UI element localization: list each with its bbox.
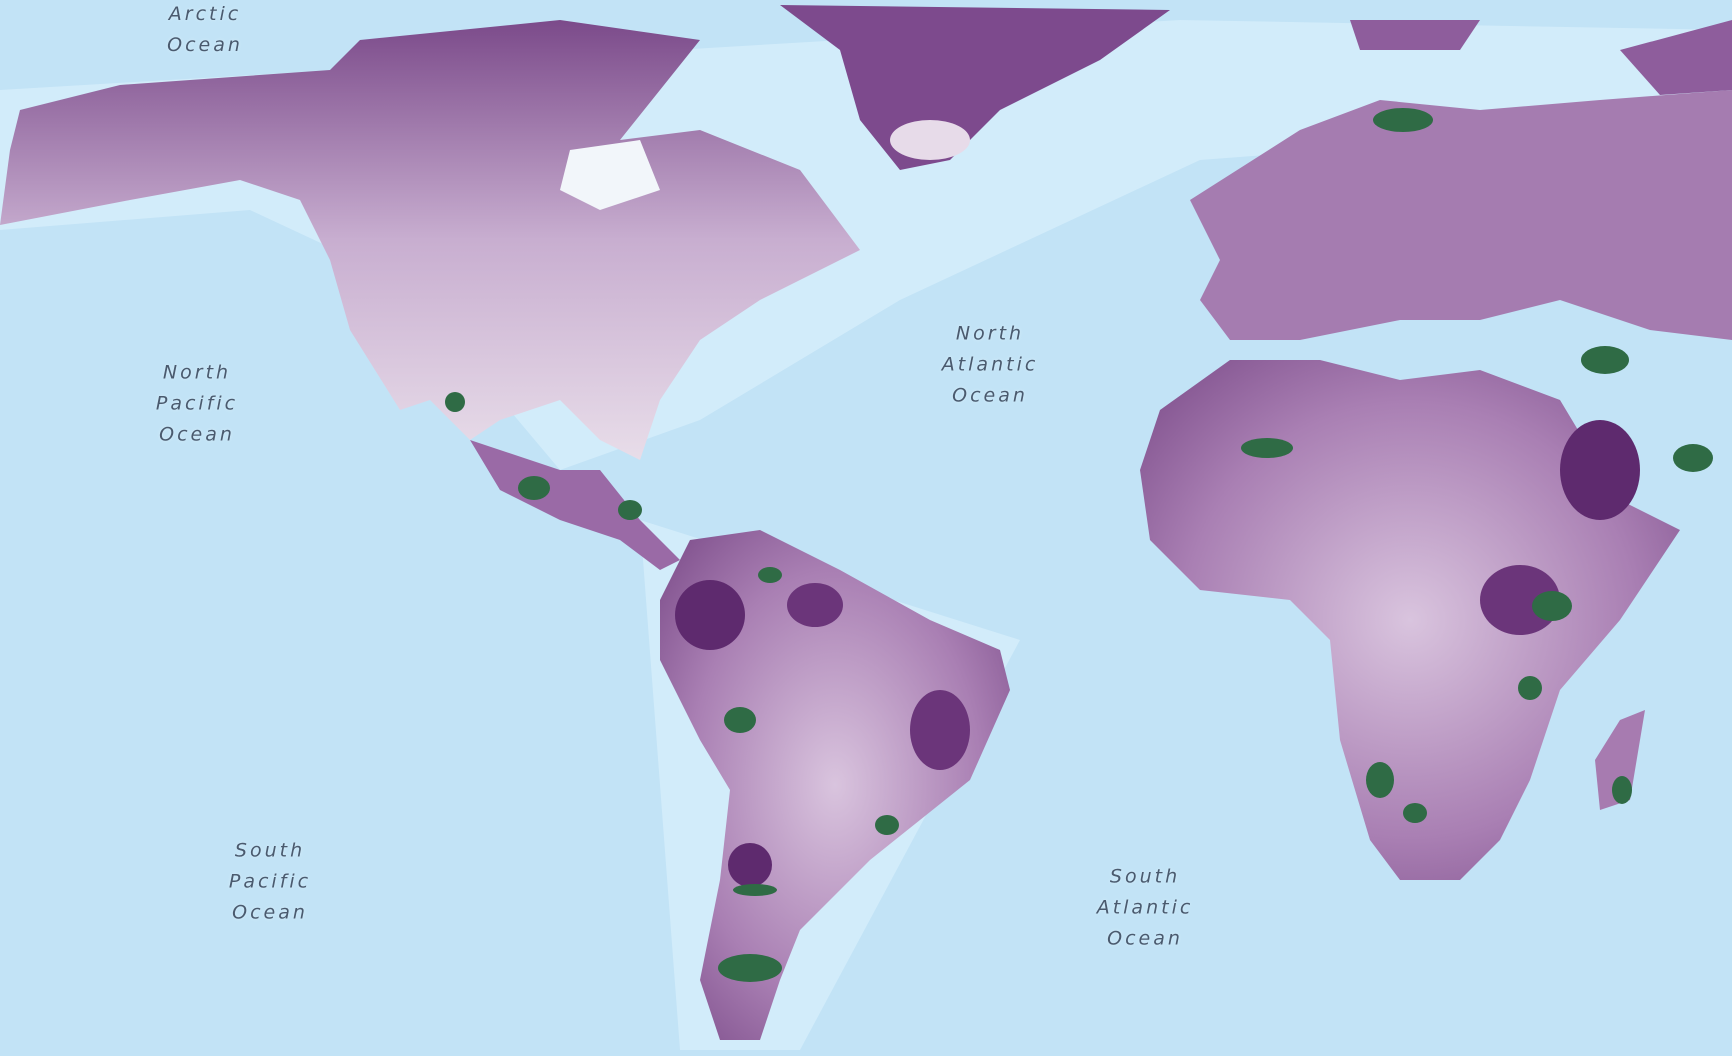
land-south-america (660, 530, 1010, 1040)
ocean-label-north-pacific: North Pacific Ocean (155, 361, 239, 446)
land-greenland (780, 5, 1170, 170)
land-central-america (470, 440, 680, 570)
ocean-label-south-atlantic: South Atlantic Ocean (1096, 865, 1194, 950)
ocean-label-north-atlantic: North Atlantic Ocean (941, 322, 1039, 407)
ocean-label-arctic: Arctic Ocean (167, 3, 243, 56)
land-north-america (0, 20, 860, 460)
land-europe-asia (1190, 20, 1732, 340)
green-highlight-areas (445, 108, 1713, 982)
ocean-label-south-pacific: South Pacific Ocean (228, 839, 312, 924)
